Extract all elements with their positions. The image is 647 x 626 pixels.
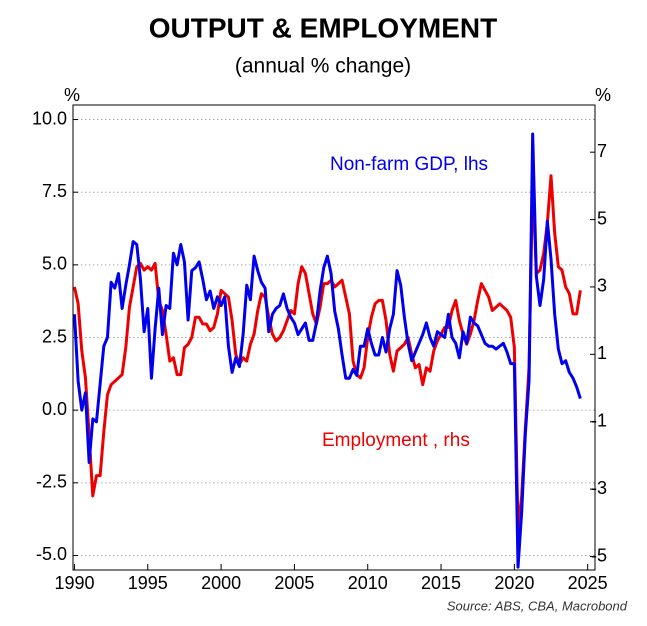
y2-tick-label: -5	[591, 545, 607, 565]
x-tick-label: 2005	[274, 573, 314, 593]
y2-tick-label: -1	[591, 410, 607, 430]
y-axis-label: %	[64, 85, 80, 105]
x-tick-label: 1990	[54, 573, 94, 593]
x-tick-label: 2025	[568, 573, 608, 593]
y-tick-label: -2.5	[36, 472, 67, 492]
plot-frame	[72, 104, 596, 571]
y2-tick-label: 5	[597, 208, 607, 228]
y-tick-label: 10.0	[32, 108, 67, 128]
y2-tick-label: 3	[597, 276, 607, 296]
x-tick-label: 2020	[494, 573, 534, 593]
x-tick-label: 1995	[128, 573, 168, 593]
y-tick-label: 2.5	[42, 326, 67, 346]
series-label: Employment , rhs	[322, 430, 470, 451]
chart-title: OUTPUT & EMPLOYMENT	[149, 12, 497, 43]
data-line	[72, 132, 582, 569]
source-note: Source: ABS, CBA, Macrobond	[447, 598, 628, 613]
y-tick-label: 5.0	[42, 254, 67, 274]
x-tick-label: 2015	[421, 573, 461, 593]
series-label: Non-farm GDP, lhs	[330, 154, 488, 175]
y2-tick-label: -3	[591, 478, 607, 498]
x-tick-label: 2010	[348, 573, 388, 593]
chart-subtitle: (annual % change)	[235, 55, 411, 78]
y-tick-label: 0.0	[42, 399, 67, 419]
y-tick-label: -5.0	[36, 544, 67, 564]
y2-tick-label: 1	[597, 343, 607, 363]
y2-tick-label: 7	[597, 141, 607, 161]
x-tick-label: 2000	[201, 573, 241, 593]
y2-axis-label: %	[595, 85, 611, 105]
y-tick-label: 7.5	[42, 181, 67, 201]
